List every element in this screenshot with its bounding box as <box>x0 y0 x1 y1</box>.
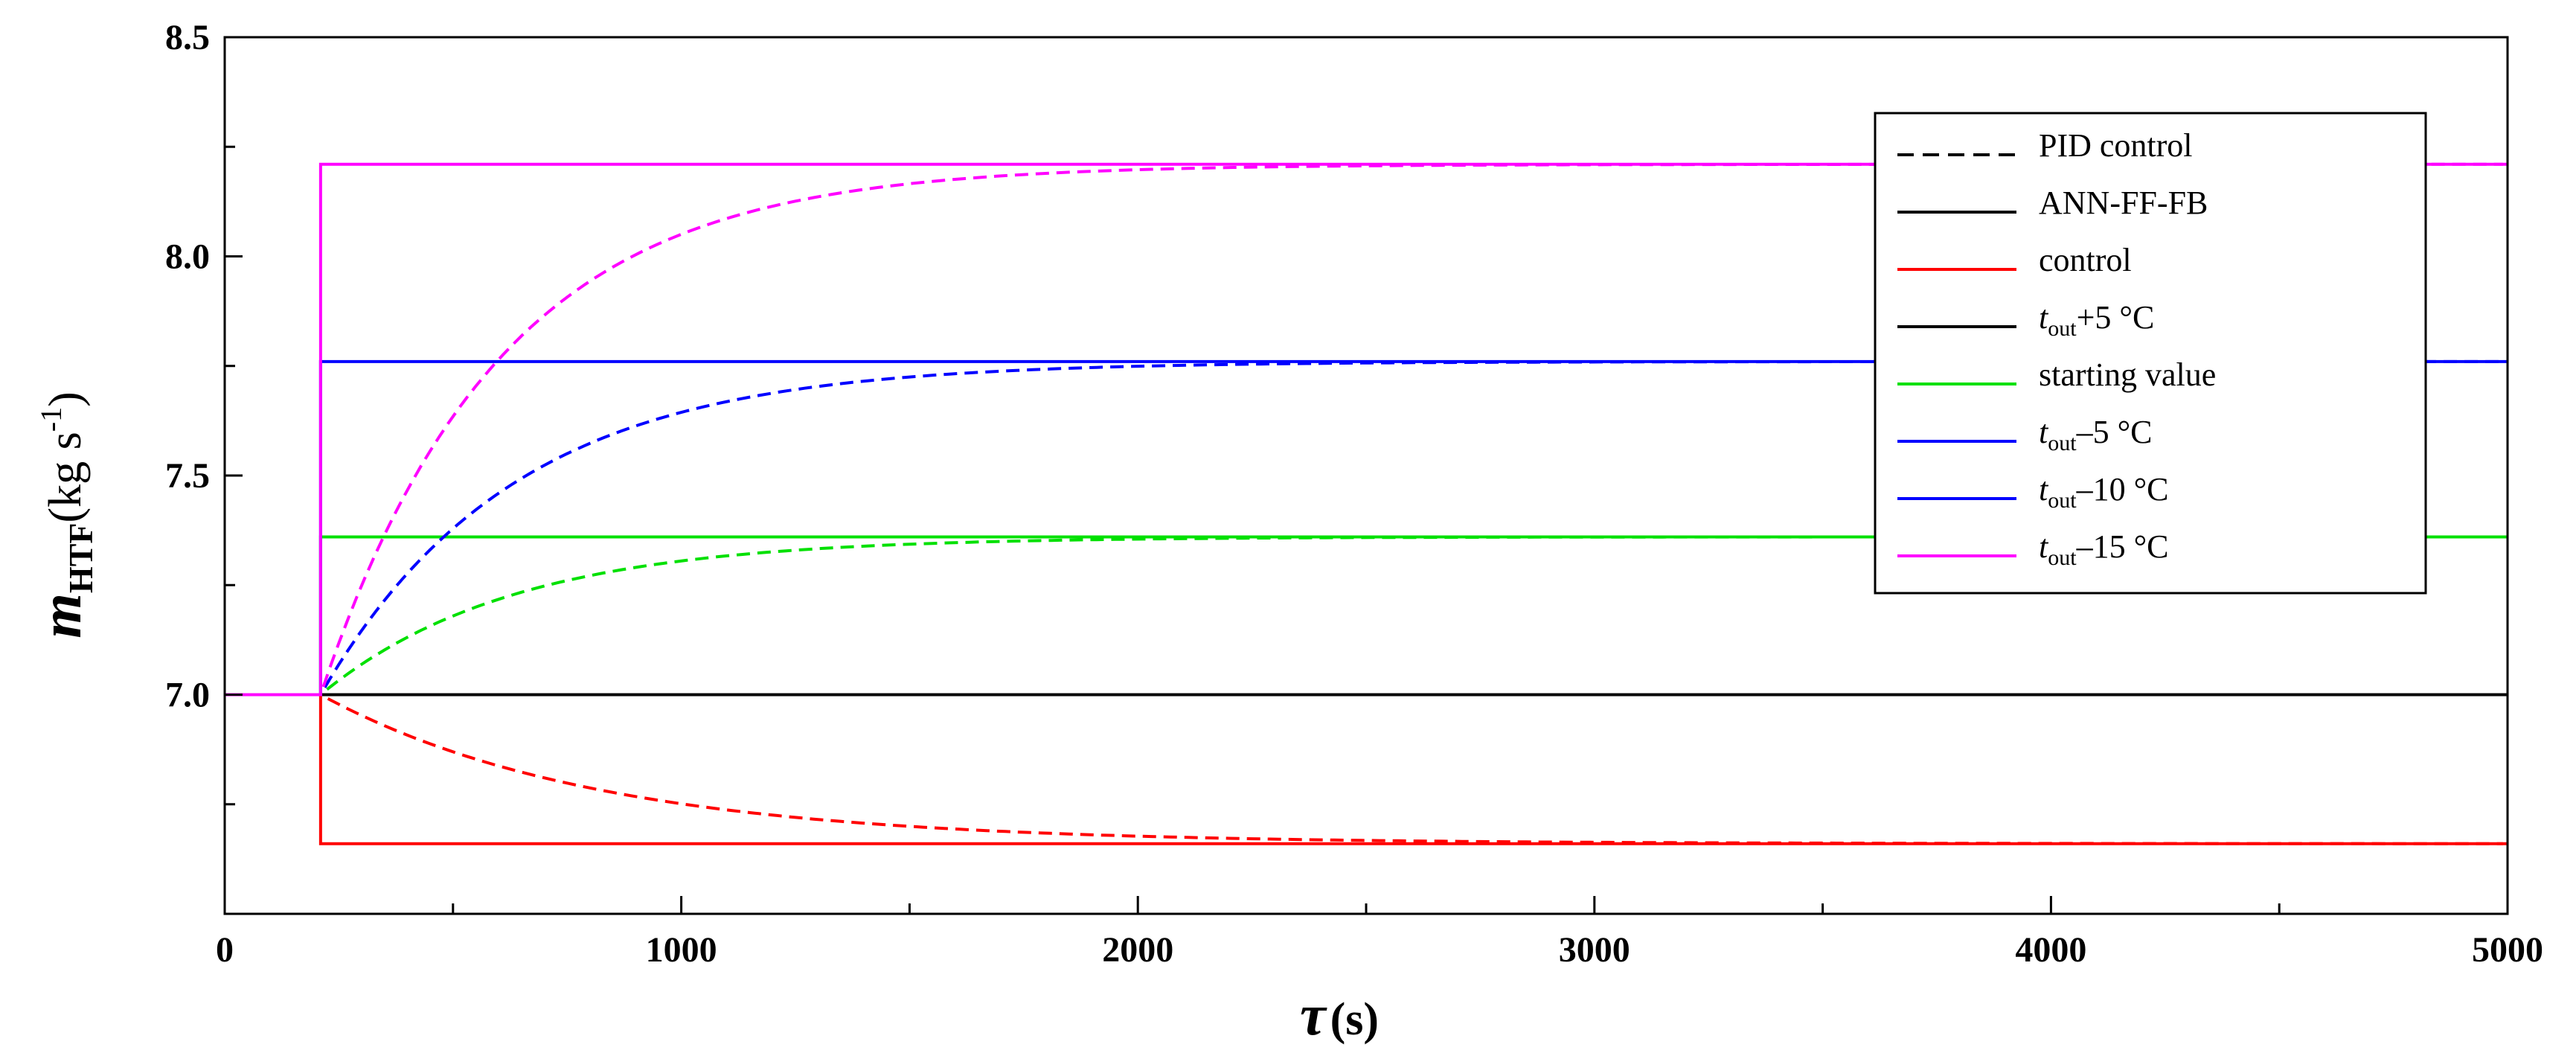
series-layer <box>225 162 2508 845</box>
y-axis-close: ) <box>40 391 91 407</box>
y-axis-title: mHTF(kg s-1) <box>28 391 100 638</box>
y-tick-label: 7.0 <box>165 676 210 715</box>
y-axis-symbol: m <box>28 593 93 638</box>
legend-label: starting value <box>2039 356 2216 393</box>
x-axis-symbol: τ <box>1300 982 1327 1047</box>
legend-label: tout–15 °C <box>2039 528 2169 570</box>
legend: PID control ANN-FF-FB control tout+5 °C star… <box>1874 112 2427 595</box>
x-tick-label: 1000 <box>646 930 717 970</box>
legend-label: tout+5 °C <box>2039 299 2154 341</box>
x-axis-unit: (s) <box>1330 994 1379 1045</box>
pid-series-0 <box>225 693 2503 845</box>
x-tick-label: 4000 <box>2015 930 2086 970</box>
legend-label: tout–10 °C <box>2039 471 2169 513</box>
legend-label: PID control <box>2039 127 2193 164</box>
y-tick-label: 8.0 <box>165 237 210 277</box>
legend-box <box>1874 112 2427 595</box>
axes-layer: 0 1000 2000 3000 4000 5000 7.0 7.5 8.0 8.5 <box>165 18 2543 970</box>
pid-series-4 <box>225 162 2503 697</box>
x-tick-label: 5000 <box>2472 930 2543 970</box>
legend-label: ANN-FF-FB <box>2039 185 2208 221</box>
x-tick-label: 2000 <box>1102 930 1173 970</box>
legend-label: tout–5 °C <box>2039 414 2153 455</box>
y-axis-subscript: HTF <box>62 523 100 594</box>
legend-label: control <box>2039 242 2132 278</box>
x-tick-label: 0 <box>216 930 234 970</box>
x-tick-label: 3000 <box>1559 930 1630 970</box>
x-axis-title: τ(s) <box>1300 982 1379 1047</box>
y-axis-unit: (kg s <box>40 432 91 522</box>
y-tick-label: 7.5 <box>165 456 210 496</box>
y-tick-label: 8.5 <box>165 18 210 57</box>
y-axis-superscript: -1 <box>34 407 68 432</box>
